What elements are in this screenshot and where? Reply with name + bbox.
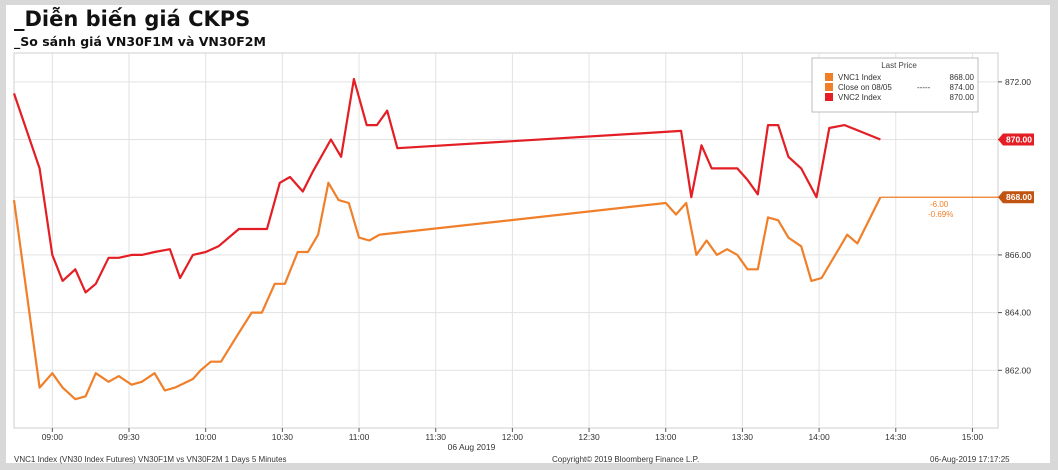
page-title: _Diễn biến giá CKPS: [14, 7, 251, 31]
x-tick-label: 10:00: [195, 432, 217, 442]
grid-lines: [13, 52, 999, 429]
x-date-label: 06 Aug 2019: [448, 442, 496, 452]
legend-item-label: Close on 08/05: [838, 83, 892, 92]
legend-item-value: 874.00: [950, 83, 975, 92]
x-tick-label: 12:30: [578, 432, 600, 442]
change-pct-label: -0.69%: [928, 210, 953, 219]
legend-item-label: VNC1 Index: [838, 73, 881, 82]
x-tick-label: 13:00: [655, 432, 677, 442]
y-tick-label: 872.00: [1005, 77, 1031, 87]
series-line-vnc2-index: [12, 77, 881, 294]
y-tick-label: 862.00: [1005, 365, 1031, 375]
x-tick-label: 13:30: [732, 432, 754, 442]
legend-swatch: [825, 93, 833, 101]
tag-vnc1-box: [998, 191, 1034, 204]
x-tick-label: 14:00: [808, 432, 830, 442]
x-tick-label: 11:00: [349, 432, 370, 442]
tag-vnc2-box: [998, 133, 1034, 146]
tag-vnc2-label: 870.00: [1006, 135, 1032, 145]
footer-timestamp: 06-Aug-2019 17:17:25: [930, 455, 1010, 464]
x-tick-label: 10:30: [272, 432, 294, 442]
legend-item-value: 868.00: [950, 73, 975, 82]
page-subtitle: _So sánh giá VN30F1M và VN30F2M: [14, 34, 266, 49]
footer-source: VNC1 Index (VN30 Index Futures) VN30F1M …: [14, 455, 287, 464]
x-tick-label: 12:00: [502, 432, 524, 442]
x-tick-label: 14:30: [885, 432, 907, 442]
legend-title: Last Price: [881, 61, 917, 70]
y-tick-label: 864.00: [1005, 308, 1031, 318]
series-line-vnc1-index: [12, 181, 882, 401]
legend-item-label: VNC2 Index: [838, 93, 881, 102]
legend-dashes: -----: [917, 83, 931, 92]
y-tick-label: 866.00: [1005, 250, 1031, 260]
x-tick-label: 09:30: [118, 432, 140, 442]
change-label: -6.00: [930, 200, 949, 209]
tag-vnc1-label: 868.00: [1006, 192, 1032, 202]
x-tick-label: 09:00: [42, 432, 64, 442]
x-tick-label: 11:30: [425, 432, 446, 442]
footer-copyright: Copyright© 2019 Bloomberg Finance L.P.: [552, 455, 700, 464]
legend-item-value: 870.00: [950, 93, 975, 102]
price-tags: 870.00 868.00 -6.00-0.69%: [928, 133, 1034, 219]
plot-frame: [13, 52, 999, 429]
series-layer: [12, 77, 882, 401]
x-tick-label: 15:00: [962, 432, 984, 442]
legend-swatch: [825, 73, 833, 81]
legend-box: [811, 57, 979, 113]
legend-swatch: [825, 83, 833, 91]
chart-axes: 09:00 09:30 10:00 10:30 11:00 11:30 12:00 12:30…: [42, 77, 1032, 452]
